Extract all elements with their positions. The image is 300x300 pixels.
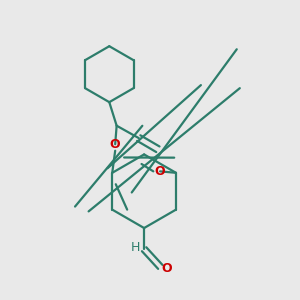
Text: H: H bbox=[131, 241, 141, 254]
Text: O: O bbox=[155, 165, 165, 178]
Text: O: O bbox=[110, 138, 121, 151]
Text: O: O bbox=[161, 262, 172, 275]
